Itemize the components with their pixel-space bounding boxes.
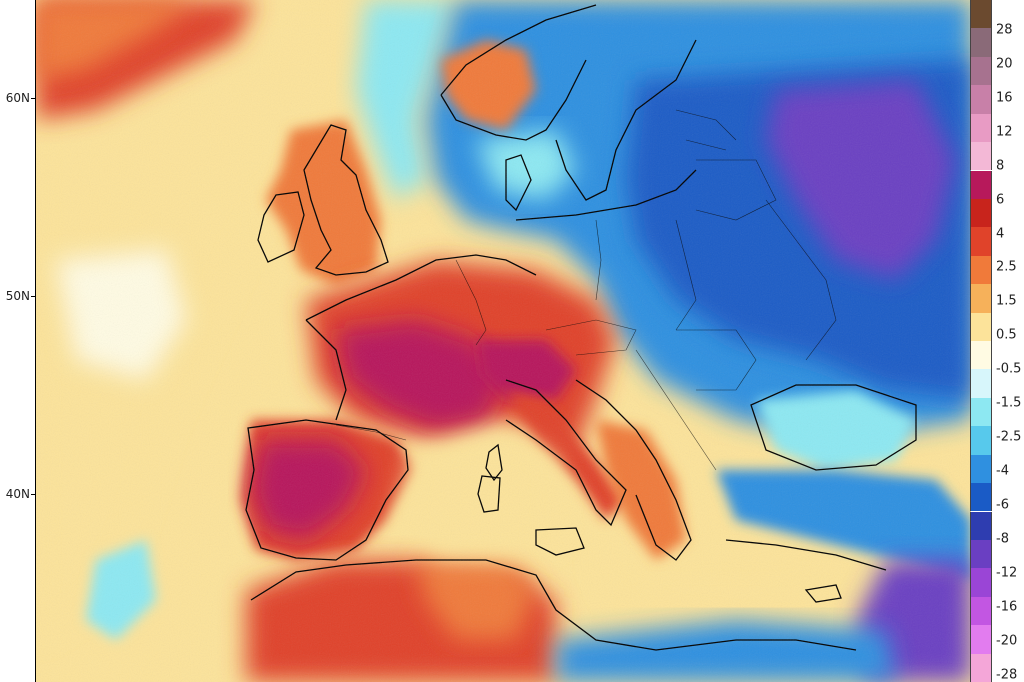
lat-tick-50n — [31, 296, 35, 297]
colorbar-band — [970, 511, 1024, 540]
colorbar-band — [970, 483, 1024, 512]
colorbar-swatch — [970, 653, 992, 682]
lat-label-40n: 40N — [5, 487, 30, 501]
colorbar-band — [970, 0, 1024, 29]
colorbar-tick-label: -28 — [996, 667, 1018, 682]
colorbar-band — [970, 539, 1024, 569]
colorbar-tick-label: -6 — [996, 497, 1009, 513]
colorbar-swatch — [970, 369, 992, 398]
colorbar-swatch — [970, 568, 992, 597]
colorbar-tick-label: 20 — [996, 56, 1013, 72]
colorbar-swatch — [970, 596, 992, 626]
colorbar-band — [970, 85, 1024, 114]
colorbar-swatch — [970, 142, 992, 171]
colorbar-tick-label: -4 — [996, 463, 1009, 479]
colorbar-tick-label: 12 — [996, 124, 1013, 140]
colorbar-band — [970, 255, 1024, 285]
colorbar-band — [970, 454, 1024, 484]
colorbar-swatch — [970, 483, 992, 512]
colorbar-band — [970, 227, 1024, 256]
map-canvas — [36, 0, 971, 682]
colorbar-tick-label: 2.5 — [996, 259, 1017, 275]
colorbar-swatch — [970, 28, 992, 57]
colorbar-band — [970, 568, 1024, 597]
lat-label-50n: 50N — [5, 289, 30, 303]
colorbar-swatch — [970, 198, 992, 228]
colorbar-band — [970, 284, 1024, 313]
colorbar-tick-label: -20 — [996, 633, 1018, 649]
colorbar-band — [970, 625, 1024, 654]
colorbar-band — [970, 113, 1024, 143]
colorbar-band — [970, 170, 1024, 199]
colorbar-swatch — [970, 85, 992, 114]
colorbar-tick-label: 0.5 — [996, 327, 1017, 343]
texture-overlay — [36, 0, 971, 682]
colorbar-swatch — [970, 284, 992, 313]
lat-tick-40n — [31, 494, 35, 495]
colorbar-swatch — [970, 397, 992, 427]
latitude-axis: 60N 50N 40N — [0, 0, 35, 682]
colorbar-band — [970, 426, 1024, 455]
colorbar-tick-label: 6 — [996, 192, 1005, 208]
colorbar-tick-label: 28 — [996, 22, 1013, 38]
colorbar-band — [970, 596, 1024, 626]
colorbar-band — [970, 198, 1024, 228]
colorbar-swatch — [970, 0, 992, 29]
anomaly-map — [35, 0, 971, 682]
colorbar-swatch — [970, 113, 992, 143]
colorbar-tick-label: 8 — [996, 158, 1005, 174]
colorbar-tick-label: 16 — [996, 90, 1013, 106]
lat-tick-60n — [31, 98, 35, 99]
colorbar-band — [970, 142, 1024, 171]
colorbar-tick-label: 4 — [996, 226, 1005, 241]
colorbar-swatch — [970, 312, 992, 341]
colorbar-swatch — [970, 454, 992, 484]
colorbar-swatch — [970, 341, 992, 370]
colorbar-tick-label: -12 — [996, 565, 1018, 581]
colorbar-swatch — [970, 56, 992, 86]
colorbar-tick-label: 1.5 — [996, 293, 1017, 309]
colorbar-band — [970, 341, 1024, 370]
colorbar-tick-label: -8 — [996, 531, 1009, 547]
colorbar-tick-label: -0.5 — [996, 361, 1022, 377]
colorbar-tick-label: -16 — [996, 599, 1018, 615]
colorbar-band — [970, 369, 1024, 398]
colorbar-band — [970, 56, 1024, 86]
colorbar-legend: 28 20 16 12 8 6 4 2.5 1.5 0.5 -0.5 -1.5 -2.5 -4 -6 -8 -1… — [970, 0, 1024, 682]
colorbar-band — [970, 653, 1024, 682]
colorbar-tick-label: -1.5 — [996, 395, 1022, 411]
colorbar-tick-label: -2.5 — [996, 429, 1022, 445]
colorbar-swatch — [970, 255, 992, 285]
colorbar-swatch — [970, 426, 992, 455]
colorbar-band — [970, 28, 1024, 57]
colorbar-swatch — [970, 539, 992, 569]
colorbar-band — [970, 397, 1024, 427]
colorbar-band — [970, 312, 1024, 341]
colorbar-swatch — [970, 625, 992, 654]
lat-label-60n: 60N — [5, 91, 30, 105]
colorbar-swatch — [970, 170, 992, 199]
colorbar-swatch — [970, 511, 992, 540]
colorbar-swatch — [970, 227, 992, 256]
